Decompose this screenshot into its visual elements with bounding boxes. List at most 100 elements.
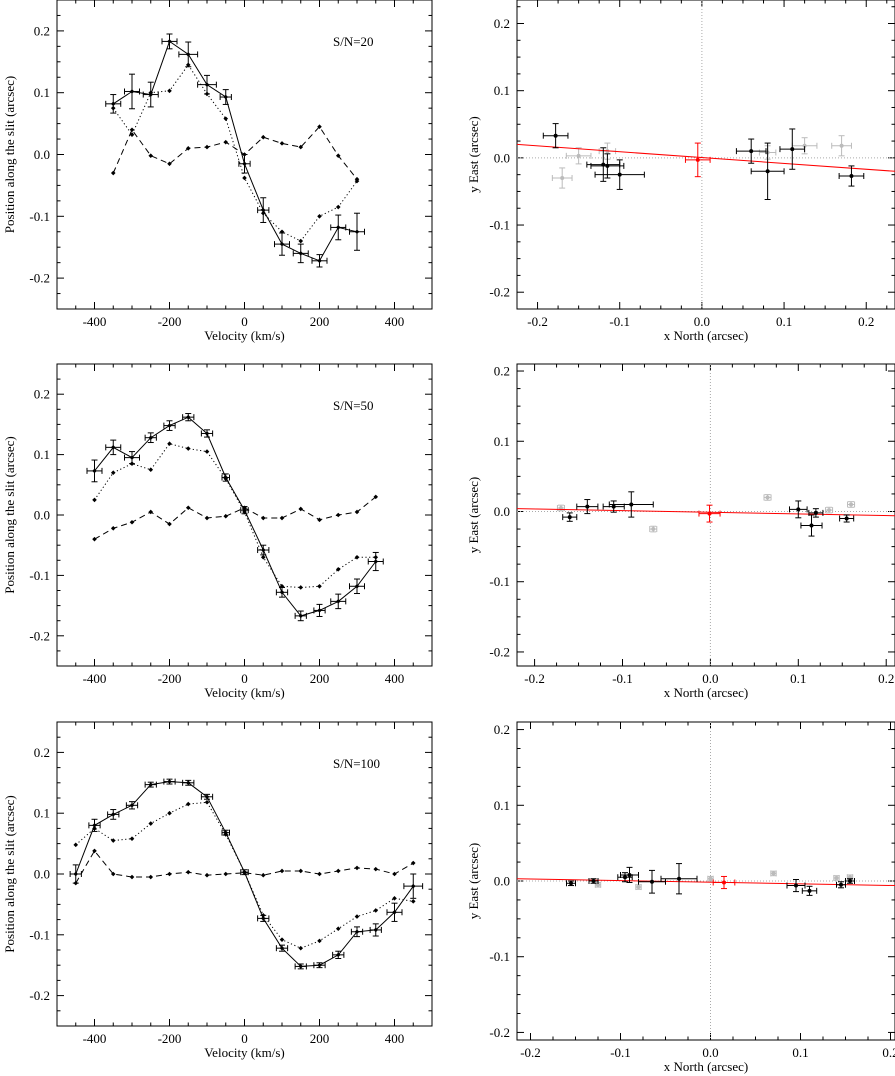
data-point-dashed bbox=[148, 874, 154, 880]
data-point-dotted bbox=[185, 446, 191, 451]
data-point-dotted bbox=[242, 509, 247, 515]
data-point-solid bbox=[373, 559, 379, 564]
plot-frame bbox=[56, 363, 433, 667]
y-tick-label: 0.2 bbox=[494, 364, 510, 379]
data-point-dotted bbox=[167, 88, 172, 94]
data-point-solid bbox=[335, 599, 341, 604]
data-point-solid bbox=[279, 945, 285, 951]
data-point-dashed bbox=[373, 866, 379, 872]
x-tick-label: 0.2 bbox=[878, 671, 894, 686]
series-line-solid bbox=[113, 40, 358, 262]
data-point-solid bbox=[73, 871, 79, 877]
y-tick-label: 0.0 bbox=[494, 874, 510, 889]
black-point bbox=[569, 881, 573, 886]
x-tick-label: -400 bbox=[83, 1031, 107, 1046]
data-point-dotted bbox=[148, 90, 154, 95]
data-point-dashed bbox=[204, 144, 210, 150]
x-axis-label: x North (arcsec) bbox=[664, 685, 748, 700]
data-point-dotted bbox=[73, 842, 79, 848]
data-point-dashed bbox=[167, 871, 172, 877]
data-point-solid bbox=[204, 794, 210, 800]
data-point-solid bbox=[354, 583, 360, 589]
data-point-solid bbox=[204, 82, 210, 87]
gray-point bbox=[802, 143, 807, 148]
x-tick-label: -0.2 bbox=[527, 314, 548, 329]
black-point bbox=[794, 883, 798, 888]
y-tick-label: -0.2 bbox=[29, 271, 50, 286]
black-point bbox=[849, 173, 854, 178]
data-point-dotted bbox=[410, 899, 416, 904]
black-point bbox=[623, 875, 627, 880]
panel-map3: -0.2 -0.1 0.0 0.1 0.2 -0.2 -0.1 0.0 0.1 0.2 x Nort… bbox=[466, 721, 895, 1074]
data-point-solid bbox=[185, 780, 191, 786]
x-tick-label: 0.1 bbox=[792, 1045, 808, 1060]
x-axis-label: Velocity (km/s) bbox=[204, 685, 285, 700]
gray-point bbox=[765, 495, 770, 500]
data-point-dotted bbox=[204, 799, 210, 805]
data-point-dashed bbox=[373, 494, 379, 500]
data-point-dotted bbox=[279, 583, 285, 589]
center-point bbox=[707, 511, 712, 516]
x-tick-label: 200 bbox=[310, 314, 330, 329]
x-tick-label: -200 bbox=[158, 314, 182, 329]
data-point-dotted bbox=[204, 91, 210, 97]
data-point-dashed bbox=[110, 170, 116, 176]
y-tick-label: 0.0 bbox=[34, 867, 50, 882]
data-point-dashed bbox=[410, 860, 416, 866]
y-tick-label: 0.2 bbox=[34, 745, 50, 760]
data-point-dashed bbox=[317, 124, 322, 129]
data-point-solid bbox=[298, 251, 304, 256]
gray-point bbox=[576, 153, 581, 158]
data-point-dashed bbox=[185, 146, 191, 151]
data-point-solid bbox=[129, 802, 135, 808]
x-tick-label: 0 bbox=[241, 314, 248, 329]
y-axis-label: y East (arcsec) bbox=[466, 477, 481, 554]
y-tick-label: -0.2 bbox=[29, 988, 50, 1003]
y-tick-label: 0.1 bbox=[34, 447, 50, 462]
black-point bbox=[813, 510, 818, 515]
series-line-dashed bbox=[75, 850, 414, 884]
data-point-dotted bbox=[260, 210, 266, 216]
data-point-dotted bbox=[260, 913, 266, 918]
y-axis-label: Position along the slit (arcsec) bbox=[2, 76, 17, 233]
data-point-solid bbox=[204, 431, 210, 436]
data-point-dotted bbox=[223, 116, 229, 121]
data-point-solid bbox=[260, 207, 266, 213]
y-tick-label: 0.1 bbox=[34, 806, 50, 821]
data-point-solid bbox=[129, 89, 135, 94]
data-point-dashed bbox=[298, 868, 304, 874]
data-point-solid bbox=[223, 94, 229, 100]
data-point-solid bbox=[410, 883, 416, 889]
data-point-dotted bbox=[317, 583, 322, 589]
data-point-dashed bbox=[317, 871, 322, 877]
data-point-solid bbox=[317, 608, 322, 613]
gray-point bbox=[636, 885, 641, 890]
data-point-dashed bbox=[260, 515, 266, 521]
data-point-dashed bbox=[129, 874, 135, 880]
data-point-solid bbox=[354, 929, 360, 935]
data-point-dashed bbox=[92, 536, 97, 542]
y-tick-label: 0.2 bbox=[34, 23, 50, 38]
data-point-dashed bbox=[260, 872, 266, 878]
data-point-dashed bbox=[335, 868, 341, 874]
gray-point bbox=[596, 882, 600, 887]
data-point-dotted bbox=[354, 554, 360, 560]
data-point-dashed bbox=[317, 517, 322, 523]
data-point-dashed bbox=[279, 141, 285, 146]
data-point-solid bbox=[185, 52, 191, 57]
plot-area bbox=[105, 33, 365, 268]
x-axis-label: x North (arcsec) bbox=[664, 328, 748, 343]
data-point-solid bbox=[317, 258, 322, 264]
data-point-dashed bbox=[92, 848, 97, 854]
data-point-dotted bbox=[129, 836, 135, 842]
data-point-dotted bbox=[317, 214, 322, 219]
data-point-solid bbox=[335, 952, 341, 958]
black-point bbox=[553, 133, 558, 138]
x-tick-label: -0.1 bbox=[609, 314, 630, 329]
y-axis-label: y East (arcsec) bbox=[466, 116, 481, 193]
series-line-dotted bbox=[75, 801, 414, 949]
data-point-dashed bbox=[73, 880, 79, 886]
x-tick-label: 0.0 bbox=[702, 1045, 718, 1060]
data-point-dotted bbox=[204, 449, 210, 454]
data-point-dotted bbox=[260, 554, 266, 560]
